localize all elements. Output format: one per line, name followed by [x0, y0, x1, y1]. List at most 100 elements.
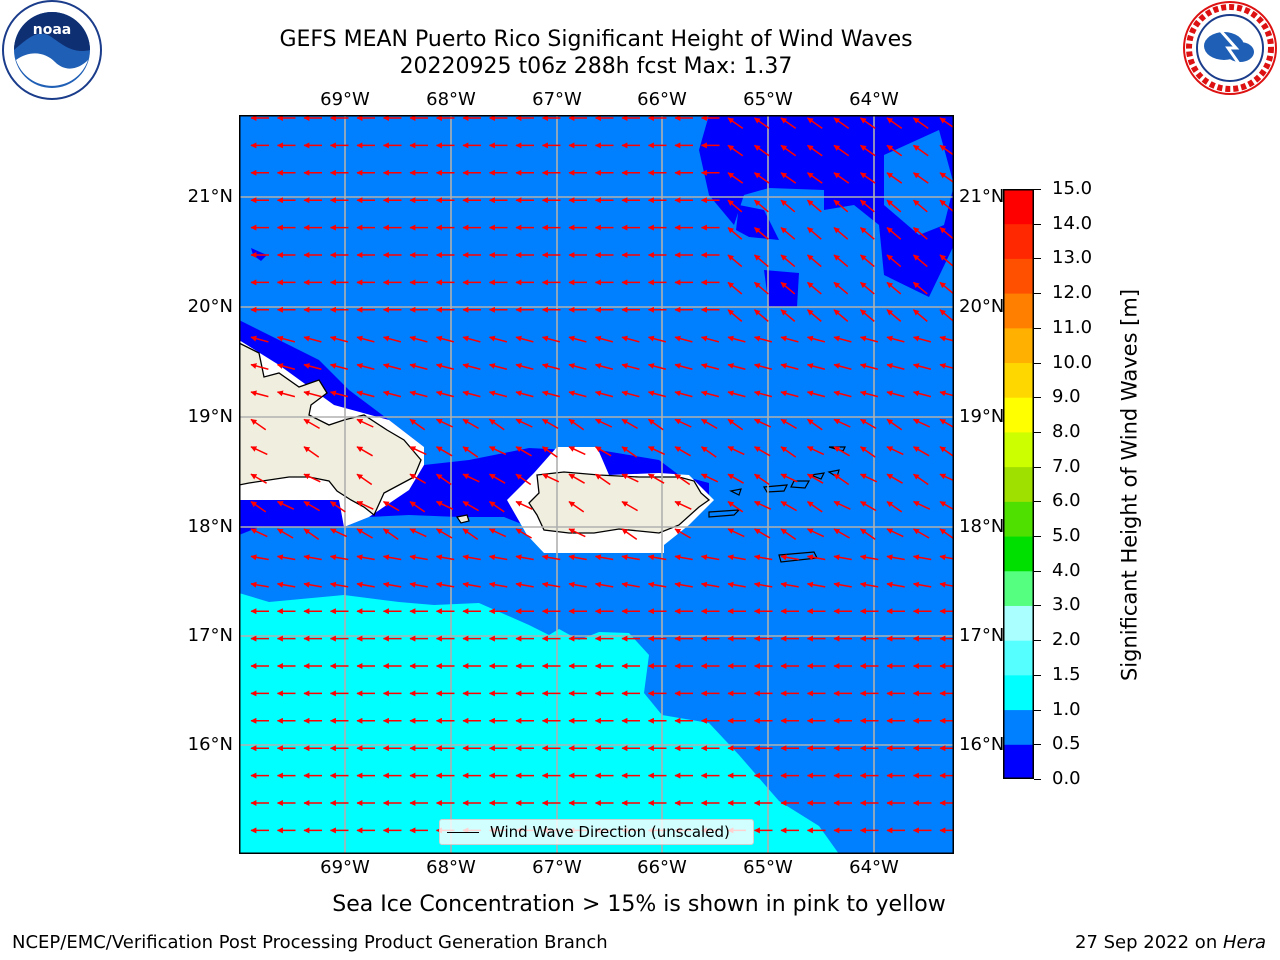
- colorbar-tick-label: 2.0: [1052, 629, 1081, 651]
- wave-direction-arrow: [860, 281, 875, 295]
- wave-direction-arrow: [568, 335, 587, 343]
- wave-direction-arrow: [833, 446, 850, 457]
- wave-direction-arrow: [568, 473, 585, 484]
- wave-direction-arrow: [541, 390, 561, 398]
- wave-direction-arrow: [409, 446, 427, 456]
- wave-direction-arrow: [276, 500, 295, 510]
- wave-direction-arrow: [807, 309, 822, 322]
- wave-direction-arrow: [621, 554, 640, 561]
- wave-direction-arrow: [833, 199, 849, 213]
- wave-direction-arrow: [250, 473, 267, 484]
- wave-direction-arrow: [674, 418, 692, 428]
- wave-direction-arrow: [674, 390, 693, 398]
- colorbar-tick: [1034, 327, 1041, 329]
- wave-direction-arrow: [594, 363, 614, 370]
- footer-host: Hera: [1222, 932, 1266, 953]
- wave-direction-arrow: [541, 554, 561, 561]
- wave-direction-arrow: [886, 390, 905, 398]
- wave-direction-arrow: [859, 473, 878, 483]
- wave-direction-arrow: [912, 390, 932, 398]
- colorbar-tick: [1034, 431, 1041, 433]
- wave-direction-arrow: [727, 500, 744, 513]
- wave-direction-arrow: [303, 390, 322, 398]
- wave-direction-arrow: [568, 554, 587, 561]
- wave-direction-arrow: [568, 363, 587, 370]
- wave-direction-arrow: [488, 581, 508, 588]
- wave-direction-arrow: [753, 390, 773, 398]
- colorbar-tick-label: 7.0: [1052, 455, 1081, 477]
- wave-direction-arrow: [886, 554, 905, 561]
- wave-direction-arrow: [515, 446, 532, 457]
- wave-direction-arrow: [621, 500, 638, 512]
- wave-direction-arrow: [860, 117, 876, 129]
- wave-direction-arrow: [356, 554, 375, 561]
- colorbar-tick: [1034, 223, 1041, 225]
- wave-direction-arrow: [462, 363, 481, 370]
- colorbar-segment: [1003, 605, 1034, 641]
- wave-direction-arrow: [939, 117, 954, 129]
- wave-direction-arrow: [886, 335, 905, 343]
- wave-direction-arrow: [303, 528, 320, 540]
- wave-direction-arrow: [913, 227, 928, 240]
- wave-direction-arrow: [754, 172, 770, 184]
- wave-direction-arrow: [250, 446, 268, 456]
- wave-direction-arrow: [912, 528, 930, 539]
- wave-direction-arrow: [913, 254, 928, 268]
- wave-direction-arrow: [276, 528, 294, 539]
- wave-direction-arrow: [595, 473, 611, 486]
- wave-direction-arrow: [939, 172, 954, 184]
- wave-direction-arrow: [860, 227, 875, 240]
- wave-direction-arrow: [807, 144, 823, 157]
- wave-direction-arrow: [515, 473, 532, 486]
- wave-direction-arrow: [727, 581, 746, 588]
- wave-direction-arrow: [674, 554, 693, 561]
- wind-wave-direction-arrows: [250, 115, 954, 834]
- wave-direction-arrow: [939, 554, 954, 561]
- wave-direction-arrow: [833, 418, 851, 428]
- wave-direction-arrow: [700, 581, 720, 588]
- wave-direction-arrow: [912, 363, 932, 370]
- wave-direction-arrow: [727, 418, 744, 431]
- wave-direction-arrow: [860, 144, 876, 157]
- wave-direction-arrow: [806, 335, 826, 343]
- wave-direction-arrow: [807, 254, 822, 268]
- wave-direction-arrow: [489, 500, 505, 513]
- wave-direction-arrow: [833, 390, 852, 398]
- wave-direction-arrow: [409, 581, 428, 588]
- colorbar-segment: [1003, 189, 1034, 225]
- wave-direction-arrow: [806, 473, 824, 484]
- wave-direction-arrow: [754, 281, 769, 295]
- colorbar-segment: [1003, 709, 1034, 745]
- footer-credit: NCEP/EMC/Verification Post Processing Pr…: [12, 932, 608, 953]
- wave-direction-arrow: [860, 528, 876, 540]
- colorbar-segment: [1003, 431, 1034, 468]
- wave-direction-arrow: [250, 418, 267, 431]
- wave-direction-arrow: [674, 528, 691, 539]
- wave-direction-arrow: [939, 581, 954, 588]
- wave-direction-arrow: [329, 335, 349, 343]
- wave-direction-arrow: [674, 581, 693, 588]
- wave-direction-arrow: [753, 335, 773, 343]
- colorbar-tick-label: 4.0: [1052, 559, 1081, 581]
- footer-date-text: 27 Sep 2022 on: [1075, 932, 1223, 953]
- colorbar-segment: [1003, 570, 1034, 606]
- wave-direction-arrow: [939, 254, 954, 268]
- wave-direction-arrow: [568, 581, 587, 588]
- wave-direction-arrow: [409, 335, 428, 343]
- wave-direction-arrow: [250, 554, 269, 561]
- wave-direction-arrow: [833, 473, 850, 486]
- wave-direction-arrow: [727, 335, 746, 343]
- wave-direction-arrow: [886, 363, 905, 370]
- wave-direction-arrow: [356, 390, 375, 398]
- wave-direction-arrow: [356, 418, 374, 428]
- wave-direction-arrow: [754, 199, 769, 213]
- lat-tick-right: 18°N: [959, 516, 1005, 537]
- wave-direction-arrow: [276, 581, 296, 588]
- wave-direction-arrow: [886, 500, 903, 513]
- wave-direction-arrow: [913, 117, 929, 129]
- wave-direction-arrow: [780, 500, 797, 512]
- colorbar-segment: [1003, 327, 1034, 364]
- lat-tick-left: 21°N: [187, 186, 233, 207]
- wave-direction-arrow: [939, 309, 954, 322]
- colorbar-tick-label: 10.0: [1052, 351, 1093, 373]
